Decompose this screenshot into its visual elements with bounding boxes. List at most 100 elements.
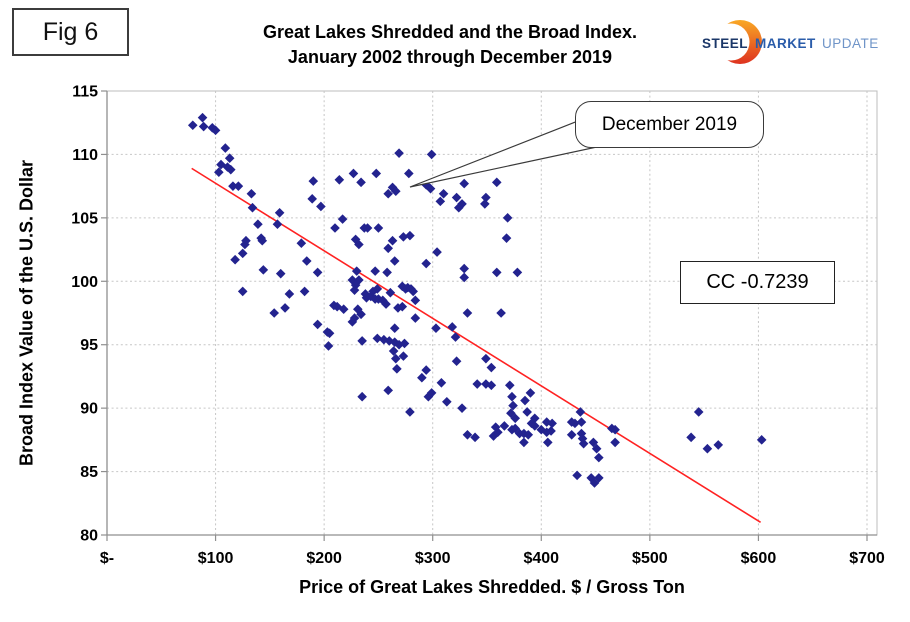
scatter-point: [198, 121, 209, 132]
scatter-point: [525, 388, 536, 398]
scatter-point: [296, 238, 307, 249]
scatter-point: [323, 341, 334, 351]
scatter-point: [493, 427, 503, 438]
chart-title-line2: January 2002 through December 2019: [287, 47, 613, 67]
scatter-point: [312, 319, 323, 330]
scatter-point: [391, 353, 401, 364]
scatter-point: [546, 426, 556, 436]
scatter-point: [421, 258, 431, 269]
scatter-point: [480, 199, 490, 209]
correlation-box: CC -0.7239: [680, 261, 835, 304]
scatter-point: [591, 443, 602, 454]
scatter-point: [330, 223, 340, 233]
scatter-point: [442, 397, 452, 407]
scatter-point: [349, 285, 360, 295]
y-tick-label: 105: [71, 210, 98, 227]
x-tick-label: $300: [415, 550, 451, 567]
x-tick-label: $500: [632, 550, 668, 567]
scatter-point: [394, 148, 404, 158]
scatter-point: [547, 418, 557, 429]
scatter-point: [594, 473, 604, 483]
scatter-point: [324, 328, 335, 339]
scatter-point: [354, 239, 364, 250]
correlation-label: CC -0.7239: [706, 271, 809, 293]
scatter-point: [526, 418, 537, 429]
scatter-point: [404, 168, 414, 179]
scatter-point: [501, 233, 512, 243]
scatter-point: [421, 365, 431, 375]
scatter-point: [391, 186, 401, 197]
scatter-point: [307, 194, 317, 204]
scatter-point: [447, 322, 458, 332]
scatter-point: [491, 267, 502, 278]
scatter-point: [269, 308, 279, 318]
scatter-point: [224, 153, 235, 164]
figure-number-label: Fig 6: [42, 18, 99, 46]
scatter-point: [372, 284, 383, 294]
scatter-point: [398, 232, 409, 242]
scatter-point: [237, 248, 248, 259]
scatter-point: [316, 201, 326, 212]
scatter-point: [499, 421, 510, 431]
scatter-point: [572, 470, 582, 481]
y-tick-label: 100: [71, 274, 98, 291]
scatter-point: [508, 400, 518, 411]
scatter-point: [457, 403, 467, 413]
scatter-point: [520, 395, 530, 406]
scatter-point: [436, 377, 447, 388]
scatter-point: [397, 281, 408, 292]
scatter-point: [575, 407, 586, 417]
scatter-point: [241, 235, 251, 246]
scatter-point: [519, 437, 529, 448]
scatter-point: [425, 183, 436, 194]
scatter-point: [450, 332, 461, 342]
scatter-point: [370, 266, 380, 276]
x-tick-label: $-: [100, 550, 114, 567]
scatter-point: [348, 168, 359, 179]
scatter-point: [610, 437, 620, 448]
scatter-point: [405, 230, 415, 241]
y-tick-label: 115: [72, 84, 98, 101]
scatter-point: [576, 428, 587, 439]
scatter-point: [756, 435, 767, 445]
scatter-point: [308, 176, 319, 186]
scatter-point: [472, 379, 483, 389]
scatter-point: [360, 289, 371, 299]
scatter-point: [570, 418, 580, 429]
scatter-point: [510, 413, 521, 424]
scatter-point: [257, 235, 268, 246]
scatter-point: [357, 336, 367, 346]
scatter-point: [438, 188, 449, 199]
scatter-point: [312, 267, 323, 278]
scatter-point: [356, 177, 366, 188]
scatter-point: [481, 379, 491, 389]
scatter-point: [453, 202, 464, 213]
scatter-point: [693, 407, 704, 417]
scatter-point: [529, 421, 540, 431]
scatter-point: [385, 287, 396, 298]
scatter-point: [230, 254, 240, 265]
scatter-point: [417, 372, 427, 383]
scatter-point: [502, 213, 513, 223]
scatter-point: [488, 431, 499, 441]
scatter-point: [507, 391, 517, 402]
scatter-point: [350, 234, 361, 245]
scatter-point: [589, 478, 600, 488]
scatter-point: [387, 235, 398, 246]
scatter-point: [389, 323, 400, 334]
scatter-point: [410, 313, 421, 323]
scatter-point: [578, 438, 589, 449]
callout-label: December 2019: [601, 114, 738, 135]
scatter-point: [246, 188, 257, 199]
scatter-point: [187, 120, 198, 131]
scatter-point: [394, 339, 404, 350]
scatter-point: [462, 308, 473, 318]
figure-number-box: Fig 6: [12, 8, 129, 56]
scatter-point: [388, 346, 399, 356]
scatter-point: [512, 267, 523, 278]
scatter-point: [383, 385, 393, 396]
scatter-point: [577, 433, 588, 444]
scatter-point: [432, 247, 442, 257]
scatter-point: [383, 243, 393, 254]
scatter-point: [491, 177, 502, 188]
